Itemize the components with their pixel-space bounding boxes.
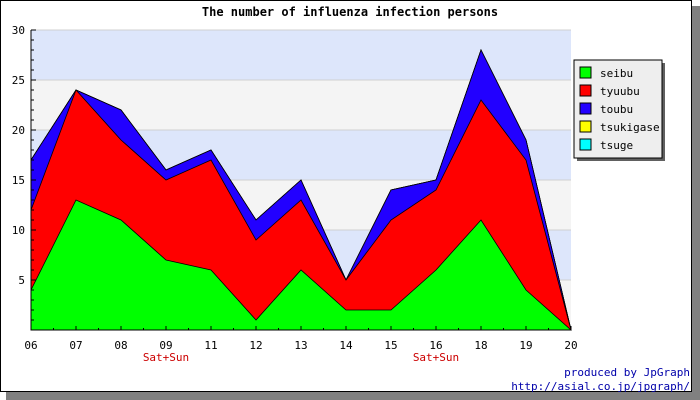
area-seibu	[30, 199, 573, 331]
axes	[30, 29, 572, 331]
x-tick-label: 09	[159, 339, 172, 352]
legend-swatch-tyuubu	[579, 84, 592, 97]
x-tick-label: 13	[294, 339, 307, 352]
x-tick-labels: 06 07 08 09 11 12 13 14 15 16 18 19 20	[24, 339, 577, 352]
y-tick-label: 15	[12, 174, 25, 187]
x-tick-label: 14	[339, 339, 353, 352]
legend-label-tsuge: tsuge	[600, 139, 633, 152]
x-tick-label: 07	[69, 339, 82, 352]
x-tick-label: 12	[249, 339, 262, 352]
credit-line-2: http://asial.co.jp/jpgraph/	[511, 380, 690, 393]
x-tick-label: 11	[204, 339, 217, 352]
y-tick-label: 30	[12, 24, 25, 37]
legend-swatch-tsukigase	[579, 120, 592, 133]
x-tick-label: 08	[114, 339, 127, 352]
legend-label-tsukigase: tsukigase	[600, 121, 660, 134]
legend: seibu tyuubu toubu tsukigase tsuge	[573, 59, 665, 161]
y-tick-labels: 5 10 15 20 25 30	[12, 24, 25, 287]
x-tick-label: 20	[564, 339, 577, 352]
x-tick-label: 18	[474, 339, 487, 352]
legend-label-seibu: seibu	[600, 67, 633, 80]
legend-swatch-tsuge	[579, 138, 592, 151]
chart-title: The number of influenza infection person…	[202, 5, 498, 19]
annotations: Sat+Sun Sat+Sun	[143, 351, 459, 364]
frame-shadow-bottom	[6, 392, 700, 400]
legend-label-toubu: toubu	[600, 103, 633, 116]
y-tick-label: 25	[12, 74, 25, 87]
legend-swatch-toubu	[579, 102, 592, 115]
annotation-label: Sat+Sun	[413, 351, 459, 364]
y-tick-label: 10	[12, 224, 25, 237]
y-tick-label: 5	[18, 274, 25, 287]
legend-swatch-seibu	[579, 66, 592, 79]
x-tick-label: 16	[429, 339, 442, 352]
stacked-areas	[30, 48, 573, 331]
annotation-label: Sat+Sun	[143, 351, 189, 364]
x-tick-label: 15	[384, 339, 397, 352]
credit-line-1: produced by JpGraph	[564, 366, 690, 379]
x-tick-label: 06	[24, 339, 37, 352]
frame-shadow-right	[692, 6, 700, 400]
x-tick-label: 19	[519, 339, 532, 352]
y-tick-label: 20	[12, 124, 25, 137]
legend-label-tyuubu: tyuubu	[600, 85, 640, 98]
